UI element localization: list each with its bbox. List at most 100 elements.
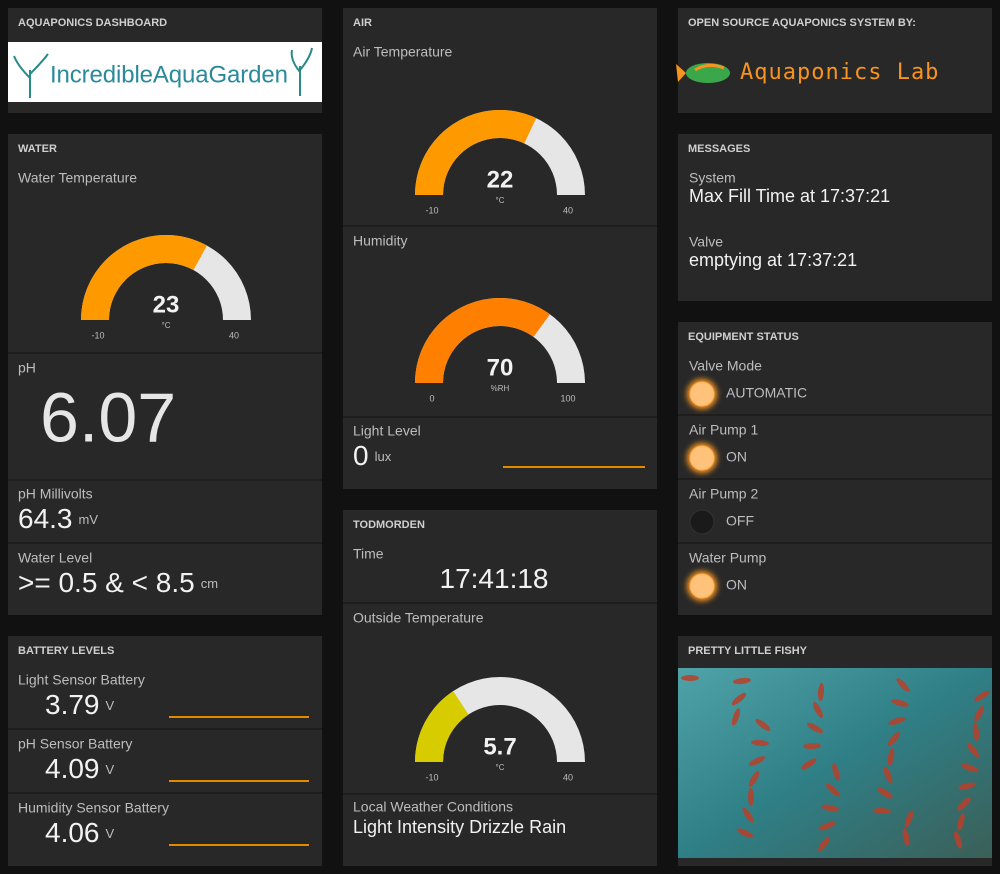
fish-shape — [954, 831, 962, 849]
fish-shape — [731, 708, 741, 726]
fish-shape — [801, 758, 817, 770]
fish-shape — [818, 836, 830, 852]
card — [8, 636, 322, 866]
card — [8, 134, 322, 615]
gauge-value-arc — [415, 109, 537, 195]
fish-shape — [873, 807, 891, 815]
card-title: EQUIPMENT STATUS — [688, 331, 799, 343]
fish-shape — [961, 763, 979, 773]
value: 0 — [353, 440, 369, 471]
value: >= 0.5 & < 8.5 — [18, 567, 195, 598]
gauge-value: 23 — [153, 291, 180, 318]
value-group: >= 0.5 & < 8.5 cm — [18, 567, 218, 598]
fish-shape — [736, 828, 754, 838]
fish-shape — [832, 763, 840, 781]
fish-shape — [887, 731, 901, 747]
value-group: 64.3 mV — [18, 503, 98, 534]
status-text: ON — [726, 577, 747, 593]
fish-shape — [731, 692, 747, 706]
label: pH — [18, 360, 36, 376]
gauge-max: 40 — [229, 330, 239, 340]
label: Local Weather Conditions — [353, 799, 513, 815]
gauge-min: 0 — [429, 393, 434, 403]
label: Valve Mode — [689, 358, 762, 374]
status-text: ON — [726, 449, 747, 465]
card — [678, 8, 992, 113]
logo-sprout — [13, 47, 313, 98]
label: Air Pump 2 — [689, 486, 758, 502]
fish-shape — [896, 678, 910, 692]
card-title: PRETTY LITTLE FISHY — [688, 645, 808, 657]
logo-text: IncredibleAquaGarden — [50, 61, 288, 88]
fish-shape — [748, 771, 760, 787]
label: Light Level — [353, 423, 421, 439]
fish-shape — [883, 766, 893, 784]
gauge-min: -10 — [425, 772, 438, 782]
value: 64.3 — [18, 503, 73, 534]
fish-shape — [966, 742, 980, 758]
card-title: MESSAGES — [688, 143, 750, 155]
gauge-unit: %RH — [491, 384, 510, 393]
fish-shape — [817, 683, 825, 701]
fish-shape — [748, 756, 766, 766]
label: Valve — [689, 234, 723, 250]
card — [678, 322, 992, 615]
gauge-unit: °C — [496, 196, 505, 205]
fish-shape — [888, 717, 906, 725]
card-title: WATER — [18, 143, 57, 155]
unit: V — [106, 762, 115, 777]
gauge-max: 40 — [563, 205, 573, 215]
fish-shape — [974, 705, 984, 723]
status-text: AUTOMATIC — [726, 385, 807, 401]
status-text: OFF — [726, 513, 754, 529]
message-text: Max Fill Time at 17:37:21 — [689, 186, 890, 206]
fish-shape — [957, 797, 971, 811]
fish-shape — [733, 677, 751, 685]
card-title: TODMORDEN — [353, 519, 425, 531]
gauge-value-arc — [415, 691, 469, 762]
ph-value: 6.07 — [40, 378, 176, 456]
fish-photo-detail — [681, 675, 990, 852]
fish-shape — [826, 783, 840, 797]
fish-shape — [821, 804, 839, 812]
weather-value: Light Intensity Drizzle Rain — [353, 817, 566, 837]
fish-shape — [747, 788, 755, 806]
value: 3.79 — [45, 689, 100, 720]
fish-shape — [742, 807, 754, 823]
fish-shape — [813, 701, 823, 719]
value-group: 17:41:18 — [440, 563, 549, 594]
fish-shape — [904, 810, 914, 828]
gauge-value: 22 — [487, 166, 514, 193]
gauge-value: 5.7 — [483, 733, 516, 760]
fish-shape — [818, 821, 836, 831]
gauge-value-arc — [81, 234, 207, 320]
card-title: AIR — [353, 17, 372, 29]
fish-photo — [678, 668, 992, 858]
value: 4.06 — [45, 817, 100, 848]
label: pH Sensor Battery — [18, 736, 132, 752]
fish-shape — [972, 723, 980, 741]
fish-shape — [681, 675, 699, 681]
label: Humidity Sensor Battery — [18, 800, 169, 816]
unit: lux — [375, 449, 392, 464]
label: Light Sensor Battery — [18, 672, 145, 688]
label: Air Pump 1 — [689, 422, 758, 438]
card — [343, 8, 657, 489]
fish-shape — [887, 748, 895, 766]
label: System — [689, 170, 736, 186]
status-led — [689, 573, 715, 599]
fish-shape — [751, 739, 769, 747]
unit: mV — [79, 512, 99, 527]
fish-shape — [891, 699, 909, 707]
value-group: 0 lux — [353, 440, 392, 471]
unit: V — [106, 698, 115, 713]
fish-shape — [957, 813, 965, 831]
label: Humidity — [353, 233, 407, 249]
fish-shape — [807, 722, 823, 734]
fish-shape — [877, 787, 893, 799]
card-title: OPEN SOURCE AQUAPONICS SYSTEM BY: — [688, 17, 916, 29]
gauge-unit: °C — [496, 763, 505, 772]
fish-logo — [676, 63, 730, 83]
